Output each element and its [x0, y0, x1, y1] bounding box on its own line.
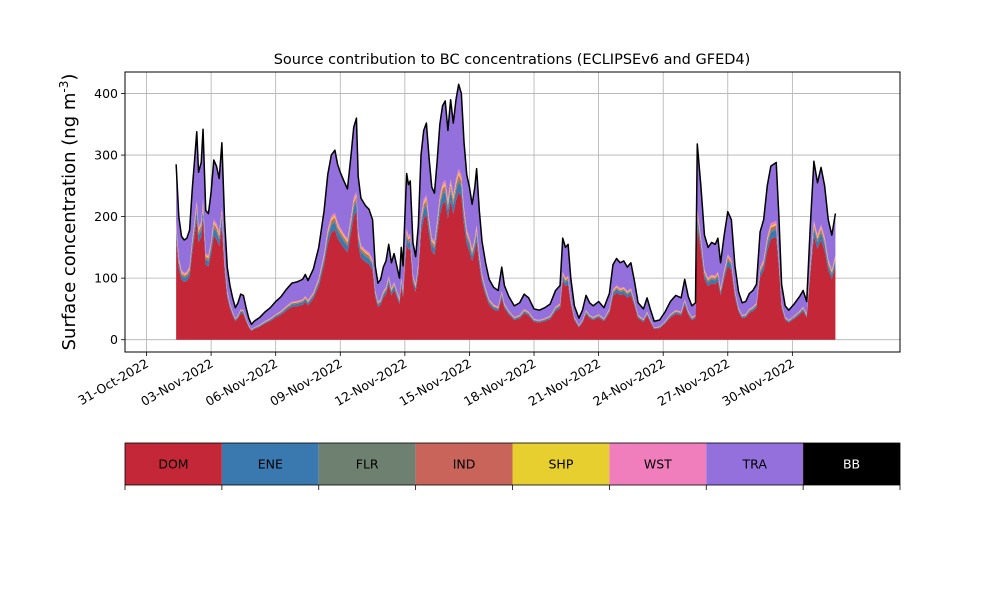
legend-swatch-tra	[706, 443, 804, 485]
plot-frame	[124, 71, 901, 353]
x-tick-label: 30-Nov-2022	[719, 356, 796, 409]
x-tick-label: 18-Nov-2022	[461, 356, 538, 409]
x-tick-label: 09-Nov-2022	[267, 356, 344, 409]
x-tick-label: 15-Nov-2022	[396, 356, 473, 409]
legend-label-ind: IND	[453, 457, 476, 472]
legend-swatch-dom	[125, 443, 222, 485]
x-tick-label: 06-Nov-2022	[203, 356, 280, 409]
y-tick-label: 200	[94, 209, 118, 224]
legend-label-shp: SHP	[549, 457, 574, 472]
legend-label-flr: FLR	[356, 457, 379, 472]
legend-swatch-ene	[221, 443, 319, 485]
x-tick-label: 03-Nov-2022	[138, 356, 215, 409]
y-tick-label: 0	[110, 332, 118, 347]
y-axis-ticks: 0 100 200 300 400	[94, 86, 125, 347]
stacked-areas	[176, 84, 836, 340]
chart-title: Source contribution to BC concentrations…	[274, 52, 751, 68]
legend-label-bb: BB	[843, 457, 860, 472]
x-tick-label: 27-Nov-2022	[655, 356, 732, 409]
legend-label-tra: TRA	[742, 457, 768, 472]
total-concentration-line	[175, 83, 837, 326]
y-axis-label: Surface concentration (ng m-3)	[57, 74, 80, 351]
y-tick-label: 400	[94, 86, 118, 101]
legend-colorbar: DOM ENE FLR IND SHP WST TRA BB	[124, 442, 901, 490]
area-tra	[176, 84, 836, 330]
total-line	[175, 83, 837, 326]
legend-swatch-shp	[512, 443, 610, 485]
legend-label-dom: DOM	[158, 457, 188, 472]
x-tick-label: 24-Nov-2022	[590, 356, 667, 409]
legend-swatch-flr	[318, 443, 416, 485]
legend-label-wst: WST	[644, 457, 672, 472]
legend-swatch-ind	[415, 443, 513, 485]
legend-swatch-wst	[609, 443, 707, 485]
legend-swatch-bb	[803, 443, 900, 485]
legend-label-ene: ENE	[258, 457, 283, 472]
area-dom	[176, 191, 836, 340]
y-tick-label: 100	[94, 271, 118, 286]
x-tick-label: 21-Nov-2022	[526, 356, 603, 409]
y-tick-label: 300	[94, 148, 118, 163]
x-tick-label: 12-Nov-2022	[332, 356, 409, 409]
x-axis-ticks: 31-Oct-202203-Nov-202206-Nov-202209-Nov-…	[75, 352, 797, 409]
